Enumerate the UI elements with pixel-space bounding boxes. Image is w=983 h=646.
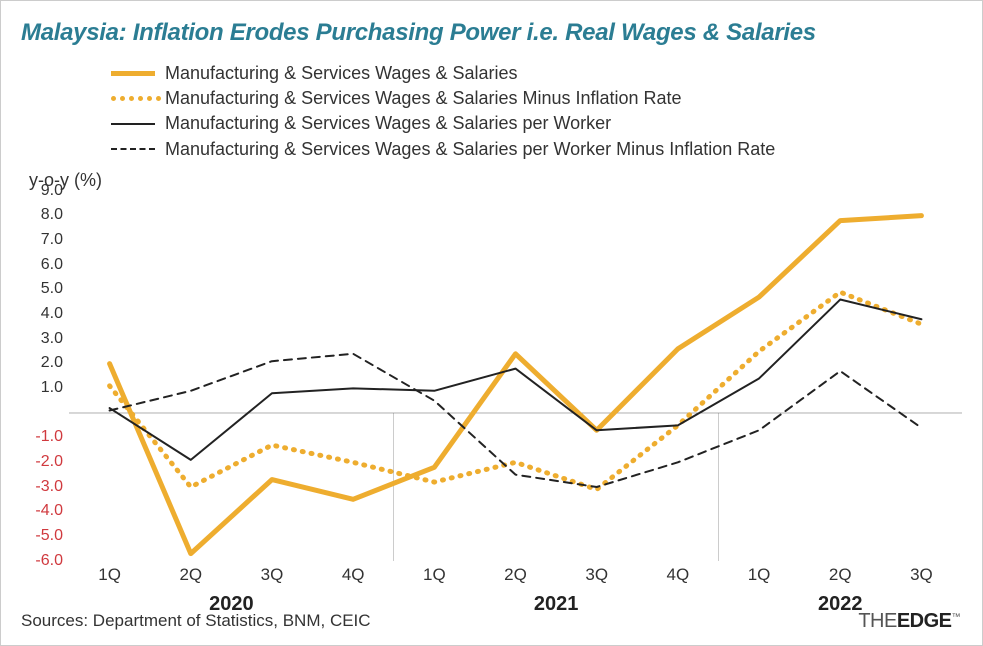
- legend-item: Manufacturing & Services Wages & Salarie…: [111, 111, 962, 136]
- y-tick-label: 2.0: [41, 354, 63, 372]
- legend-swatch: [111, 67, 155, 81]
- x-tick-label: 2Q: [150, 565, 231, 585]
- y-axis: 9.08.07.06.05.04.03.02.01.0-1.0-2.0-3.0-…: [21, 191, 69, 561]
- x-tick-label: 1Q: [718, 565, 799, 585]
- x-year-group: 1Q2Q3Q4Q2020: [69, 565, 394, 616]
- sources-text: Sources: Department of Statistics, BNM, …: [21, 611, 371, 631]
- x-tick-label: 3Q: [881, 565, 962, 585]
- legend-label: Manufacturing & Services Wages & Salarie…: [165, 137, 775, 162]
- x-tick-label: 1Q: [394, 565, 475, 585]
- y-tick-label: 5.0: [41, 280, 63, 298]
- x-tick-label: 4Q: [313, 565, 394, 585]
- brand-logo: THEEDGE™: [858, 610, 960, 633]
- x-axis: 1Q2Q3Q4Q20201Q2Q3Q4Q20211Q2Q3Q2022: [69, 565, 962, 616]
- legend-label: Manufacturing & Services Wages & Salarie…: [165, 86, 682, 111]
- y-tick-label: 8.0: [41, 206, 63, 224]
- brand-light: THE: [858, 610, 897, 632]
- y-axis-title: y-o-y (%): [29, 170, 962, 191]
- y-tick-label: 3.0: [41, 330, 63, 348]
- x-tick-label: 3Q: [556, 565, 637, 585]
- x-tick-label: 2Q: [475, 565, 556, 585]
- legend-swatch: [111, 92, 155, 106]
- y-tick-label: 9.0: [41, 182, 63, 200]
- y-tick-label: -5.0: [35, 527, 63, 545]
- y-tick-label: -4.0: [35, 502, 63, 520]
- y-tick-label: 6.0: [41, 256, 63, 274]
- x-tick-label: 4Q: [637, 565, 718, 585]
- chart-title: Malaysia: Inflation Erodes Purchasing Po…: [21, 19, 962, 47]
- y-tick-label: 4.0: [41, 305, 63, 323]
- brand-bold: EDGE: [897, 610, 952, 632]
- legend-item: Manufacturing & Services Wages & Salarie…: [111, 61, 962, 86]
- y-tick-label: -2.0: [35, 453, 63, 471]
- legend-label: Manufacturing & Services Wages & Salarie…: [165, 111, 611, 136]
- x-year-group: 1Q2Q3Q4Q 2021: [394, 565, 719, 616]
- chart-area: 9.08.07.06.05.04.03.02.01.0-1.0-2.0-3.0-…: [21, 191, 962, 561]
- x-tick-label: 3Q: [231, 565, 312, 585]
- x-tick-label: 2Q: [800, 565, 881, 585]
- y-tick-label: 7.0: [41, 231, 63, 249]
- brand-mark: ™: [952, 611, 961, 621]
- legend-swatch: [111, 117, 155, 131]
- x-year-group: 1Q2Q3Q2022: [718, 565, 962, 616]
- y-tick-label: 1.0: [41, 379, 63, 397]
- legend-item: Manufacturing & Services Wages & Salarie…: [111, 86, 962, 111]
- plot-area: [69, 191, 962, 561]
- legend-label: Manufacturing & Services Wages & Salarie…: [165, 61, 518, 86]
- x-year-label: 2021: [394, 593, 719, 616]
- legend-swatch: [111, 142, 155, 156]
- y-tick-label: -1.0: [35, 428, 63, 446]
- legend-item: Manufacturing & Services Wages & Salarie…: [111, 137, 962, 162]
- legend: Manufacturing & Services Wages & Salarie…: [111, 61, 962, 162]
- y-tick-label: -6.0: [35, 552, 63, 570]
- x-tick-label: 1Q: [69, 565, 150, 585]
- y-tick-label: -3.0: [35, 478, 63, 496]
